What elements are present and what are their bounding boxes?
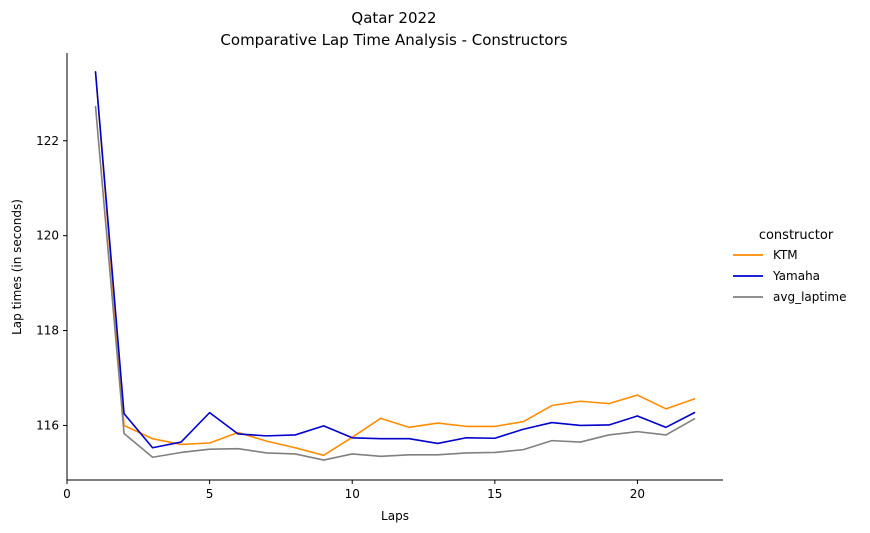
plot-area <box>94 71 696 461</box>
x-tick-label: 0 <box>63 487 71 501</box>
series-line-yamaha <box>94 71 696 449</box>
legend-label-avg-laptime: avg_laptime <box>773 290 847 304</box>
x-tick-label: 20 <box>630 487 645 501</box>
y-tick-label: 118 <box>36 324 59 338</box>
x-tick-label: 10 <box>345 487 360 501</box>
y-axis-ticks: 116 118 120 122 <box>36 134 67 432</box>
y-tick-label: 120 <box>36 229 59 243</box>
y-tick-label: 122 <box>36 134 59 148</box>
x-axis-ticks: 0 5 10 15 20 <box>63 480 645 501</box>
legend-label-yamaha: Yamaha <box>772 269 820 283</box>
chart-subtitle: Comparative Lap Time Analysis - Construc… <box>220 31 567 49</box>
series-line-avg-laptime <box>94 105 696 461</box>
chart-title: Qatar 2022 <box>351 9 436 27</box>
legend-title: constructor <box>759 228 834 243</box>
series-line-ktm <box>94 71 696 457</box>
y-tick-label: 116 <box>36 418 59 432</box>
x-tick-label: 15 <box>487 487 502 501</box>
y-axis-label: Lap times (in seconds) <box>10 199 24 335</box>
x-axis-label: Laps <box>381 509 409 523</box>
x-tick-label: 5 <box>206 487 214 501</box>
legend: constructor KTM Yamaha avg_laptime <box>733 228 847 304</box>
legend-label-ktm: KTM <box>773 248 798 262</box>
